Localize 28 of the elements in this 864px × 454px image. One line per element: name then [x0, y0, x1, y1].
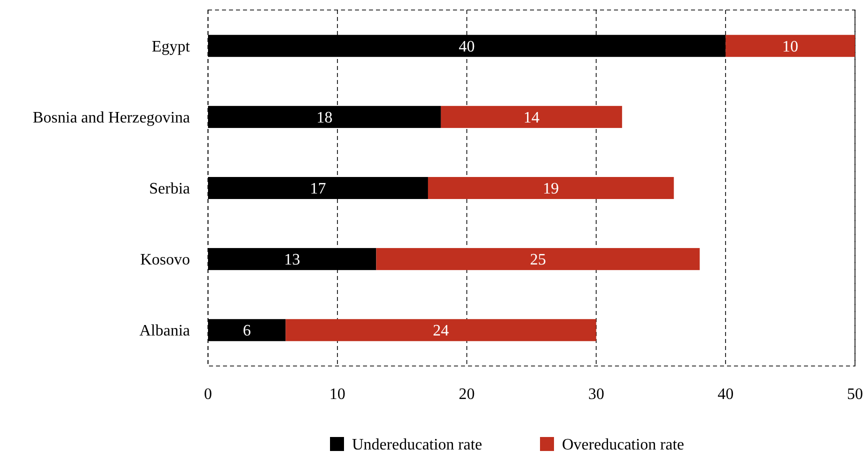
y-tick-label: Egypt — [152, 38, 191, 56]
x-tick-label: 10 — [329, 386, 346, 403]
x-tick-label: 20 — [458, 386, 475, 403]
data-label: 18 — [316, 110, 332, 127]
bar — [376, 248, 700, 270]
y-tick-label: Albania — [139, 322, 190, 340]
data-label: 6 — [242, 322, 251, 340]
x-tick-label: 30 — [588, 386, 604, 403]
data-label: 40 — [458, 38, 475, 56]
data-label: 25 — [530, 252, 546, 269]
data-label: 14 — [524, 110, 540, 127]
legend-label: Undereducation rate — [352, 436, 482, 454]
y-tick-label: Serbia — [149, 180, 190, 198]
x-tick-label: 50 — [847, 386, 863, 403]
data-label: 10 — [782, 38, 798, 56]
data-label: 17 — [310, 180, 326, 198]
legend-label: Overeducation rate — [562, 436, 684, 454]
data-label: 24 — [432, 322, 449, 340]
x-tick-label: 40 — [718, 386, 734, 403]
data-label: 19 — [542, 180, 559, 198]
x-tick-label: 0 — [204, 386, 212, 403]
data-label: 13 — [284, 252, 300, 269]
bar — [440, 106, 622, 128]
bar — [286, 319, 596, 342]
bar — [726, 34, 855, 57]
bar — [428, 176, 674, 200]
y-tick-label: Bosnia and Herzegovina — [32, 110, 190, 127]
y-tick-label: Kosovo — [140, 252, 190, 269]
